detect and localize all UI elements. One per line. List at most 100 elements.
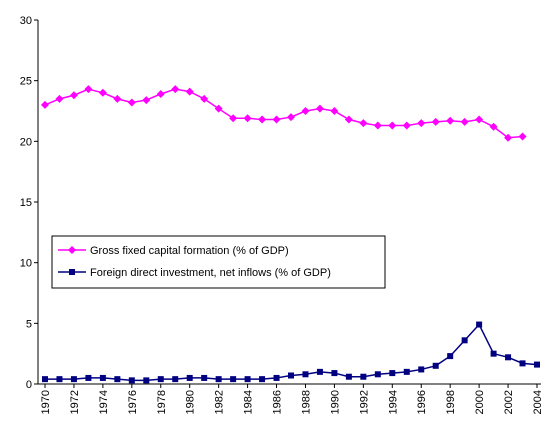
x-tick-label: 1998 xyxy=(445,390,457,414)
square-marker xyxy=(230,376,237,383)
x-tick-label: 1994 xyxy=(387,390,399,414)
diamond-marker xyxy=(388,121,397,130)
diamond-marker xyxy=(402,121,411,130)
square-marker xyxy=(288,372,294,379)
diamond-marker xyxy=(489,122,498,131)
square-marker xyxy=(128,377,135,384)
diamond-marker xyxy=(446,116,455,125)
square-marker xyxy=(157,376,164,383)
diamond-marker xyxy=(504,133,513,142)
square-marker xyxy=(70,376,77,383)
legend-box xyxy=(51,235,386,289)
square-marker xyxy=(316,368,323,375)
square-marker xyxy=(56,376,63,383)
square-marker xyxy=(360,373,367,380)
square-marker xyxy=(490,350,497,357)
legend-label: Foreign direct investment, net inflows (… xyxy=(90,267,331,279)
x-tick-label: 1984 xyxy=(243,390,255,414)
diamond-marker xyxy=(431,117,440,126)
diamond-marker xyxy=(373,121,382,130)
y-tick-label: 0 xyxy=(26,379,32,391)
diamond-marker xyxy=(518,132,527,141)
diamond-marker xyxy=(258,115,267,124)
diamond-marker xyxy=(287,113,295,122)
square-marker xyxy=(42,376,48,383)
y-tick-label: 15 xyxy=(20,197,32,209)
square-marker xyxy=(172,376,179,383)
x-tick-label: 2004 xyxy=(532,390,541,414)
diamond-marker xyxy=(229,114,238,123)
diamond-marker xyxy=(69,91,78,100)
diamond-marker xyxy=(142,96,151,105)
series-line xyxy=(44,88,523,139)
x-tick-label: 1970 xyxy=(40,390,52,414)
diamond-marker xyxy=(171,85,180,94)
diamond-marker xyxy=(84,85,93,94)
x-tick-label: 1992 xyxy=(358,390,370,414)
x-tick-label: 2000 xyxy=(474,390,486,414)
square-marker xyxy=(85,374,92,381)
x-tick-label: 1986 xyxy=(272,390,284,414)
diamond-marker xyxy=(417,119,426,128)
square-marker xyxy=(447,353,454,360)
x-tick-label: 1982 xyxy=(214,390,226,414)
y-tick-label: 10 xyxy=(20,258,32,270)
square-marker xyxy=(403,368,410,375)
y-tick-label: 20 xyxy=(20,136,32,148)
diamond-marker xyxy=(41,100,49,109)
square-marker xyxy=(345,373,352,380)
square-marker xyxy=(302,371,309,378)
diamond-marker xyxy=(200,94,209,103)
square-marker xyxy=(259,376,266,383)
diamond-marker xyxy=(98,88,107,97)
diamond-marker xyxy=(359,119,368,128)
square-marker xyxy=(418,366,425,373)
square-marker xyxy=(461,337,468,344)
legend-marker xyxy=(68,246,76,254)
diamond-marker xyxy=(315,104,324,113)
square-marker xyxy=(476,321,483,328)
square-marker xyxy=(331,370,338,377)
diamond-marker xyxy=(272,115,281,124)
diamond-marker xyxy=(475,115,484,124)
square-marker xyxy=(99,374,106,381)
diamond-marker xyxy=(330,107,339,115)
diamond-marker xyxy=(156,90,165,99)
square-marker xyxy=(389,370,396,377)
x-tick-label: 1974 xyxy=(98,390,110,414)
x-tick-label: 1988 xyxy=(300,390,312,414)
diamond-marker xyxy=(301,107,310,115)
square-marker xyxy=(374,371,381,378)
diamond-marker xyxy=(243,114,252,123)
x-tick-label: 1976 xyxy=(127,390,139,414)
y-tick-label: 25 xyxy=(20,76,32,88)
square-marker xyxy=(201,374,208,381)
diamond-marker xyxy=(185,87,194,96)
diamond-marker xyxy=(113,94,122,103)
legend-label: Gross fixed capital formation (% of GDP) xyxy=(90,245,289,257)
square-marker xyxy=(143,377,150,384)
square-marker xyxy=(519,360,526,367)
diamond-marker xyxy=(344,115,353,124)
diamond-marker xyxy=(214,104,223,113)
x-tick-label: 1980 xyxy=(185,390,197,414)
y-tick-label: 30 xyxy=(20,15,32,27)
square-marker xyxy=(186,374,193,381)
x-tick-label: 1996 xyxy=(416,390,428,414)
x-tick-label: 1990 xyxy=(329,390,341,414)
square-marker xyxy=(114,376,121,383)
x-tick-label: 2002 xyxy=(503,390,515,414)
diamond-marker xyxy=(55,94,64,103)
diamond-marker xyxy=(460,117,469,126)
square-marker xyxy=(505,354,512,361)
square-marker xyxy=(432,362,439,369)
legend-marker xyxy=(69,269,75,275)
diamond-marker xyxy=(127,98,136,107)
square-marker xyxy=(273,374,280,381)
x-tick-label: 1978 xyxy=(156,390,168,414)
square-marker xyxy=(215,376,222,383)
square-marker xyxy=(534,361,540,368)
y-tick-label: 5 xyxy=(26,318,32,330)
x-tick-label: 1972 xyxy=(69,390,81,414)
